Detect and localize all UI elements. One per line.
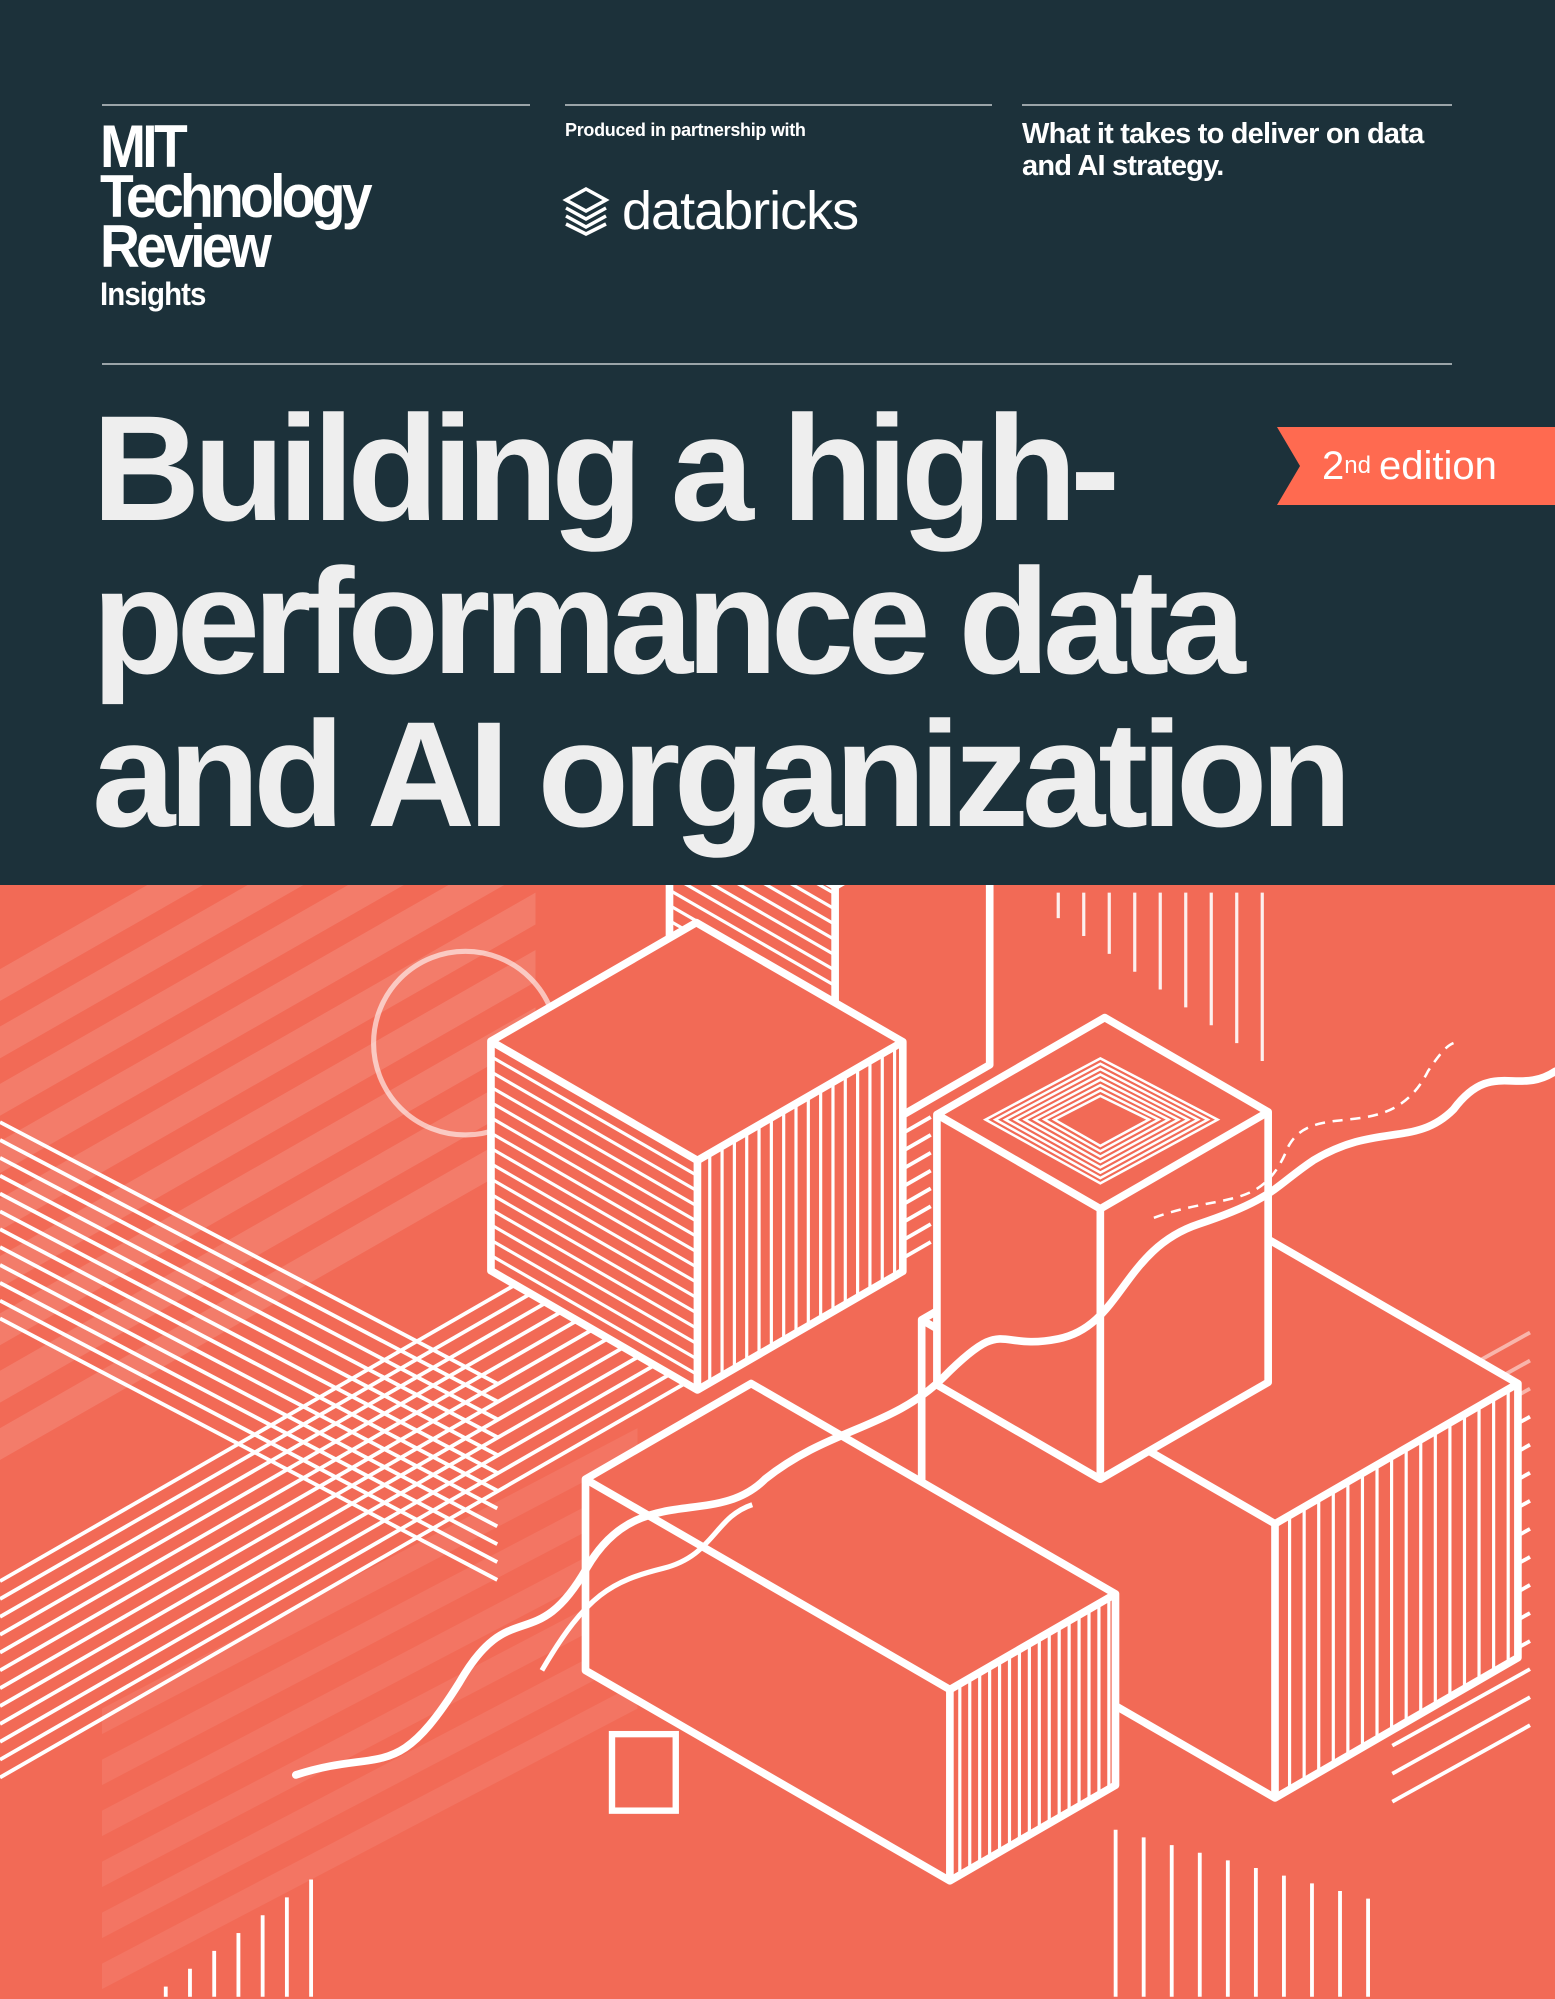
hatch-line	[490, 1208, 699, 1331]
diagonal-line	[0, 1316, 499, 1582]
faded-stripe	[102, 1581, 638, 1888]
hatch-line	[490, 1254, 699, 1376]
dashed-wave	[1153, 1041, 1455, 1219]
faded-stripe	[0, 1007, 536, 1346]
divider	[1022, 104, 1452, 106]
edition-label: edition	[1378, 443, 1497, 488]
databricks-logo: databricks	[562, 180, 859, 242]
hatch-line	[1041, 1089, 1162, 1153]
hatch-line	[736, 885, 836, 942]
faded-stripe	[0, 885, 304, 1059]
logo-line: MIT	[100, 113, 188, 180]
faded-stripe	[102, 1428, 638, 1735]
divider	[102, 104, 530, 106]
logo-line: Technology	[100, 163, 373, 230]
hatch-line	[982, 1056, 1221, 1185]
hatch-line	[1031, 1083, 1172, 1159]
page-title: Building a high- performance data and AI…	[92, 384, 1352, 858]
faded-stripe	[0, 1122, 536, 1461]
hatch-line	[490, 1146, 699, 1269]
diagonal-line	[0, 1191, 499, 1457]
hatch-line	[668, 888, 836, 988]
diagonal-line	[0, 1156, 499, 1421]
diagonal-line	[0, 1245, 499, 1511]
diagonal-line	[0, 1120, 499, 1386]
hatch-line	[490, 1116, 699, 1239]
hatch-line	[1022, 1078, 1182, 1164]
tube-opening	[608, 1730, 679, 1814]
tagline: What it takes to deliver on data and AI …	[1022, 118, 1424, 182]
dash-line	[1391, 1695, 1531, 1776]
hatch-line	[490, 1085, 699, 1208]
hatch-line	[490, 1177, 699, 1300]
title-line: performance data	[92, 537, 1246, 705]
faded-stripe	[102, 1683, 638, 1990]
hatch-line	[490, 1131, 699, 1254]
logo-line: Insights	[100, 276, 206, 312]
hatch-line	[1012, 1073, 1191, 1169]
title-line: and AI organization	[92, 690, 1352, 858]
hatch-line	[710, 885, 836, 957]
hatch-line	[683, 885, 836, 972]
hatch-line	[490, 1192, 699, 1315]
faded-stripe	[102, 1479, 638, 1786]
hatch-line	[789, 885, 836, 911]
diagonal-line	[0, 1281, 499, 1546]
hatch-line	[490, 1223, 699, 1346]
edition-suffix: nd	[1344, 452, 1371, 479]
databricks-wordmark: databricks	[622, 181, 859, 241]
databricks-layers-icon	[562, 187, 610, 236]
hatch-line	[490, 1070, 699, 1193]
diagonal-line	[0, 1174, 499, 1439]
hatch-line	[763, 885, 836, 926]
dash-line	[1391, 1723, 1531, 1804]
hatch-line	[1051, 1094, 1152, 1148]
diagonal-line	[0, 1227, 499, 1493]
faded-stripe	[0, 950, 536, 1288]
wave-line	[291, 1067, 1555, 1779]
edition-number: 2	[1322, 443, 1345, 488]
diagonal-line	[0, 1263, 499, 1529]
hatch-line	[490, 1101, 699, 1223]
faded-stripe	[102, 1632, 638, 1939]
logo-line: Review	[100, 213, 272, 280]
hatch-line	[490, 1162, 699, 1285]
divider	[102, 363, 1452, 365]
diagonal-line	[0, 1298, 499, 1564]
hatch-line	[490, 1238, 699, 1361]
dash-line	[1391, 1667, 1531, 1748]
divider	[565, 104, 992, 106]
faded-stripe	[0, 885, 204, 1002]
mit-technology-review-logo: MIT Technology Review Insights	[100, 113, 373, 316]
wave-line	[539, 1502, 754, 1672]
faded-stripe	[102, 1530, 638, 1837]
hatch-line	[1002, 1067, 1201, 1175]
partnership-label: Produced in partnership with	[565, 120, 806, 140]
hatch-line	[490, 1055, 699, 1178]
diagonal-line	[0, 1209, 499, 1475]
isometric-illustration	[0, 885, 1555, 1997]
hatch-line	[992, 1062, 1211, 1180]
cover-header: MIT Technology Review Insights Produced …	[0, 0, 1555, 885]
diagonal-line	[0, 1138, 499, 1404]
title-line: Building a high-	[92, 384, 1120, 552]
